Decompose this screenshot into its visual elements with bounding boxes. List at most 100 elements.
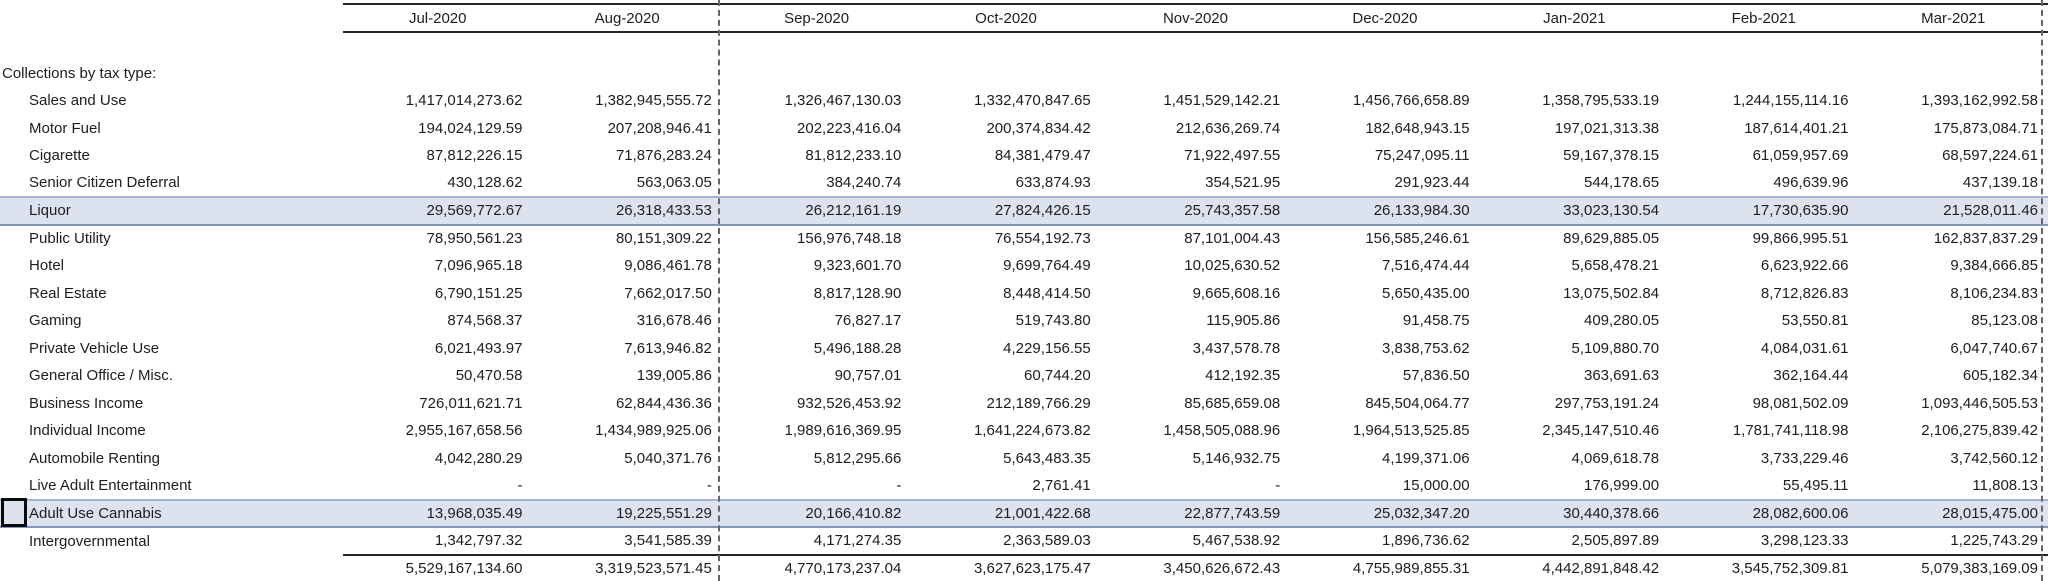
section-label[interactable]: Collections by tax type: [2, 64, 157, 82]
value-cell[interactable]: 362,164.44 [1773, 367, 1849, 385]
value-cell[interactable]: 1,093,446,505.53 [1921, 394, 2038, 412]
value-cell[interactable]: 21,528,011.46 [1858, 196, 2048, 226]
value-cell[interactable]: 200,374,834.42 [986, 119, 1091, 137]
value-cell[interactable]: 9,665,608.16 [1192, 284, 1281, 302]
value-cell[interactable]: 11,808.13 [1972, 476, 2038, 494]
value-cell[interactable]: 6,790,151.25 [434, 284, 523, 302]
value-cell[interactable]: 2,955,167,658.56 [405, 422, 523, 440]
value-cell[interactable]: 4,229,156.55 [1003, 339, 1091, 357]
value-cell[interactable]: 202,223,416.04 [797, 119, 902, 137]
value-cell[interactable]: 85,685,659.08 [1184, 394, 1281, 412]
value-cell[interactable]: 9,699,764.49 [1003, 257, 1091, 275]
value-cell[interactable]: 5,496,188.28 [813, 339, 902, 357]
column-header-nov-2020[interactable]: Nov-2020 [1100, 3, 1291, 33]
row-label[interactable]: Individual Income [29, 422, 146, 440]
value-cell[interactable]: 4,084,031.61 [1760, 339, 1849, 357]
value-cell[interactable]: 3,733,229.46 [1760, 449, 1849, 467]
value-cell[interactable]: 5,146,932.75 [1192, 449, 1281, 467]
value-cell[interactable]: 1,896,736.62 [1382, 532, 1470, 550]
value-cell[interactable]: 21,001,422.68 [911, 498, 1101, 528]
value-cell[interactable]: 9,384,666.85 [1950, 257, 2038, 275]
value-cell[interactable]: 1,458,505,088.96 [1163, 422, 1281, 440]
value-cell[interactable]: 1,358,795,533.19 [1542, 92, 1660, 110]
total-value-cell[interactable]: 4,442,891,848.42 [1479, 553, 1670, 581]
total-value-cell[interactable]: 5,079,383,169.09 [1858, 553, 2048, 581]
value-cell[interactable]: 7,613,946.82 [624, 339, 712, 357]
value-cell[interactable]: 1,393,162,992.58 [1921, 92, 2038, 110]
row-label[interactable]: Business Income [29, 394, 144, 412]
value-cell[interactable]: 156,585,246.61 [1365, 230, 1470, 248]
value-cell[interactable]: 409,280.05 [1583, 312, 1660, 330]
value-cell[interactable]: 8,817,128.90 [813, 284, 902, 302]
value-cell[interactable]: 13,968,035.49 [343, 498, 533, 528]
value-cell[interactable]: 6,047,740.67 [1950, 339, 2038, 357]
value-cell[interactable]: 1,434,989,925.06 [595, 422, 712, 440]
value-cell[interactable]: 3,437,578.78 [1192, 339, 1281, 357]
column-header-feb-2021[interactable]: Feb-2021 [1669, 3, 1859, 33]
row-label[interactable]: Liquor [0, 196, 343, 226]
value-cell[interactable]: 354,521.95 [1205, 174, 1281, 192]
value-cell[interactable]: 26,318,433.53 [532, 196, 722, 226]
row-label[interactable]: Gaming [29, 312, 82, 330]
value-cell[interactable]: 25,743,357.58 [1100, 196, 1291, 226]
value-cell[interactable]: 1,244,155,114.16 [1732, 92, 1849, 110]
value-cell[interactable]: 363,691.63 [1583, 367, 1660, 385]
row-label[interactable]: Live Adult Entertainment [29, 476, 192, 494]
value-cell[interactable]: 1,417,014,273.62 [405, 92, 523, 110]
value-cell[interactable]: 4,199,371.06 [1382, 449, 1470, 467]
value-cell[interactable]: 5,467,538.92 [1192, 532, 1281, 550]
value-cell[interactable]: - [1275, 476, 1281, 494]
value-cell[interactable]: 1,964,513,525.85 [1352, 422, 1470, 440]
value-cell[interactable]: 5,812,295.66 [813, 449, 902, 467]
value-cell[interactable]: 1,456,766,658.89 [1352, 92, 1470, 110]
value-cell[interactable]: 1,451,529,142.21 [1163, 92, 1281, 110]
value-cell[interactable]: 4,171,274.35 [813, 532, 902, 550]
value-cell[interactable]: 2,345,147,510.46 [1542, 422, 1660, 440]
value-cell[interactable]: 563,063.05 [636, 174, 712, 192]
total-value-cell[interactable]: 3,450,626,672.43 [1100, 553, 1291, 581]
value-cell[interactable]: 10,025,630.52 [1184, 257, 1281, 275]
row-label[interactable]: Motor Fuel [29, 119, 101, 137]
value-cell[interactable]: 2,363,589.03 [1003, 532, 1091, 550]
value-cell[interactable]: 5,109,880.70 [1571, 339, 1660, 357]
value-cell[interactable]: 496,639.96 [1773, 174, 1849, 192]
row-label[interactable]: Real Estate [29, 284, 107, 302]
value-cell[interactable]: 50,470.58 [455, 367, 523, 385]
value-cell[interactable]: 19,225,551.29 [532, 498, 722, 528]
value-cell[interactable]: 80,151,309.22 [615, 230, 712, 248]
value-cell[interactable]: 98,081,502.09 [1752, 394, 1849, 412]
row-label[interactable]: Adult Use Cannabis [0, 498, 343, 528]
row-label[interactable]: Senior Citizen Deferral [29, 174, 180, 192]
value-cell[interactable]: - [896, 476, 902, 494]
value-cell[interactable]: 1,781,741,118.98 [1732, 422, 1849, 440]
column-header-aug-2020[interactable]: Aug-2020 [532, 3, 722, 33]
value-cell[interactable]: 115,905.86 [1206, 312, 1281, 330]
value-cell[interactable]: 28,082,600.06 [1669, 498, 1859, 528]
value-cell[interactable]: 384,240.74 [826, 174, 902, 192]
value-cell[interactable]: 22,877,743.59 [1100, 498, 1291, 528]
value-cell[interactable]: 3,298,123.33 [1760, 532, 1849, 550]
value-cell[interactable]: 194,024,129.59 [418, 119, 523, 137]
value-cell[interactable]: 76,827.17 [834, 312, 902, 330]
value-cell[interactable]: 1,225,743.29 [1950, 532, 2038, 550]
value-cell[interactable]: 27,824,426.15 [911, 196, 1101, 226]
column-header-jan-2021[interactable]: Jan-2021 [1479, 3, 1670, 33]
value-cell[interactable]: 316,678.46 [636, 312, 712, 330]
value-cell[interactable]: 84,381,479.47 [994, 147, 1091, 165]
value-cell[interactable]: 20,166,410.82 [721, 498, 912, 528]
blank-cell[interactable] [0, 32, 343, 60]
value-cell[interactable]: 62,844,436.36 [615, 394, 712, 412]
value-cell[interactable]: 297,753,191.24 [1554, 394, 1660, 412]
column-header-dec-2020[interactable]: Dec-2020 [1290, 3, 1480, 33]
row-label[interactable]: Sales and Use [29, 92, 127, 110]
column-header-sep-2020[interactable]: Sep-2020 [721, 3, 912, 33]
value-cell[interactable]: 1,342,797.32 [434, 532, 523, 550]
total-value-cell[interactable]: 3,319,523,571.45 [532, 553, 722, 581]
value-cell[interactable]: 8,106,234.83 [1950, 284, 2038, 302]
value-cell[interactable]: 89,629,885.05 [1563, 230, 1660, 248]
column-header-jul-2020[interactable]: Jul-2020 [343, 3, 533, 33]
value-cell[interactable]: 30,440,378.66 [1479, 498, 1670, 528]
value-cell[interactable]: 3,838,753.62 [1382, 339, 1470, 357]
value-cell[interactable]: 4,069,618.78 [1571, 449, 1660, 467]
value-cell[interactable]: 2,505,897.89 [1571, 532, 1660, 550]
